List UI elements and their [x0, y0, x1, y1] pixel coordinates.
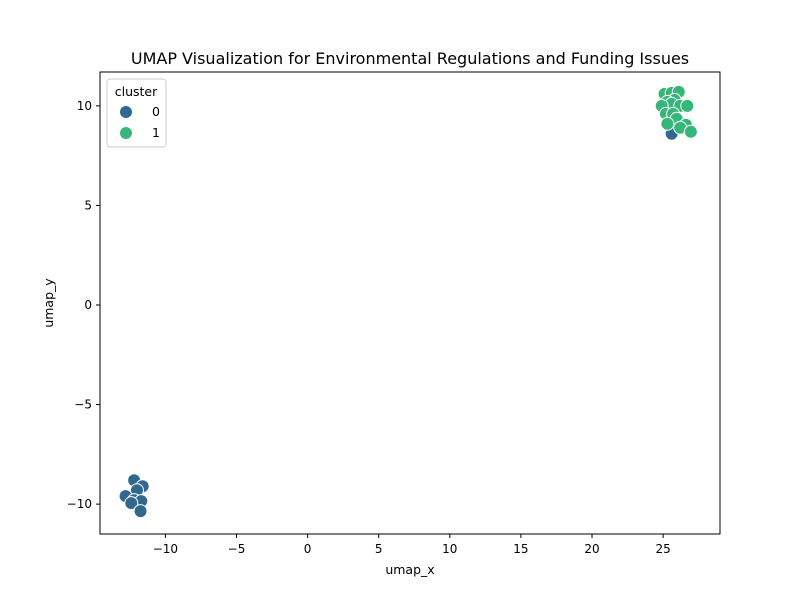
x-tick-label: 0: [304, 542, 312, 556]
legend-marker-0: [120, 106, 132, 118]
y-tick-label: 10: [77, 99, 92, 113]
legend-marker-1: [120, 127, 132, 139]
plot-frame: [99, 71, 721, 535]
y-tick-label: 0: [84, 298, 92, 312]
legend: cluster 0 1: [106, 78, 167, 148]
x-tick-label: 15: [513, 542, 528, 556]
y-axis-ticks: −10 −5 0 5 10: [67, 99, 100, 511]
points-layer: [118, 84, 698, 519]
x-tick-label: 20: [584, 542, 599, 556]
scatter-point-cluster-1: [683, 124, 698, 139]
x-tick-label: 10: [442, 542, 457, 556]
x-axis-label: umap_x: [385, 562, 434, 577]
legend-label-1: 1: [152, 125, 160, 140]
chart-title: UMAP Visualization for Environmental Reg…: [131, 49, 689, 68]
x-tick-label: 25: [655, 542, 670, 556]
y-tick-label: −10: [67, 497, 92, 511]
y-tick-label: −5: [74, 398, 92, 412]
legend-label-0: 0: [152, 104, 160, 119]
x-tick-label: −5: [228, 542, 246, 556]
scatter-point-cluster-0: [133, 504, 148, 519]
x-axis-ticks: −10 −5 0 5 10 15 20 25: [153, 534, 671, 556]
scatter-point-cluster-0: [124, 496, 139, 511]
x-tick-label: 5: [375, 542, 383, 556]
legend-title: cluster: [115, 84, 158, 99]
x-tick-label: −10: [153, 542, 178, 556]
y-axis-label: umap_y: [41, 278, 56, 328]
y-tick-label: 5: [84, 198, 92, 212]
scatter-point-cluster-1: [660, 116, 675, 131]
scatter-point-cluster-1: [680, 98, 695, 113]
